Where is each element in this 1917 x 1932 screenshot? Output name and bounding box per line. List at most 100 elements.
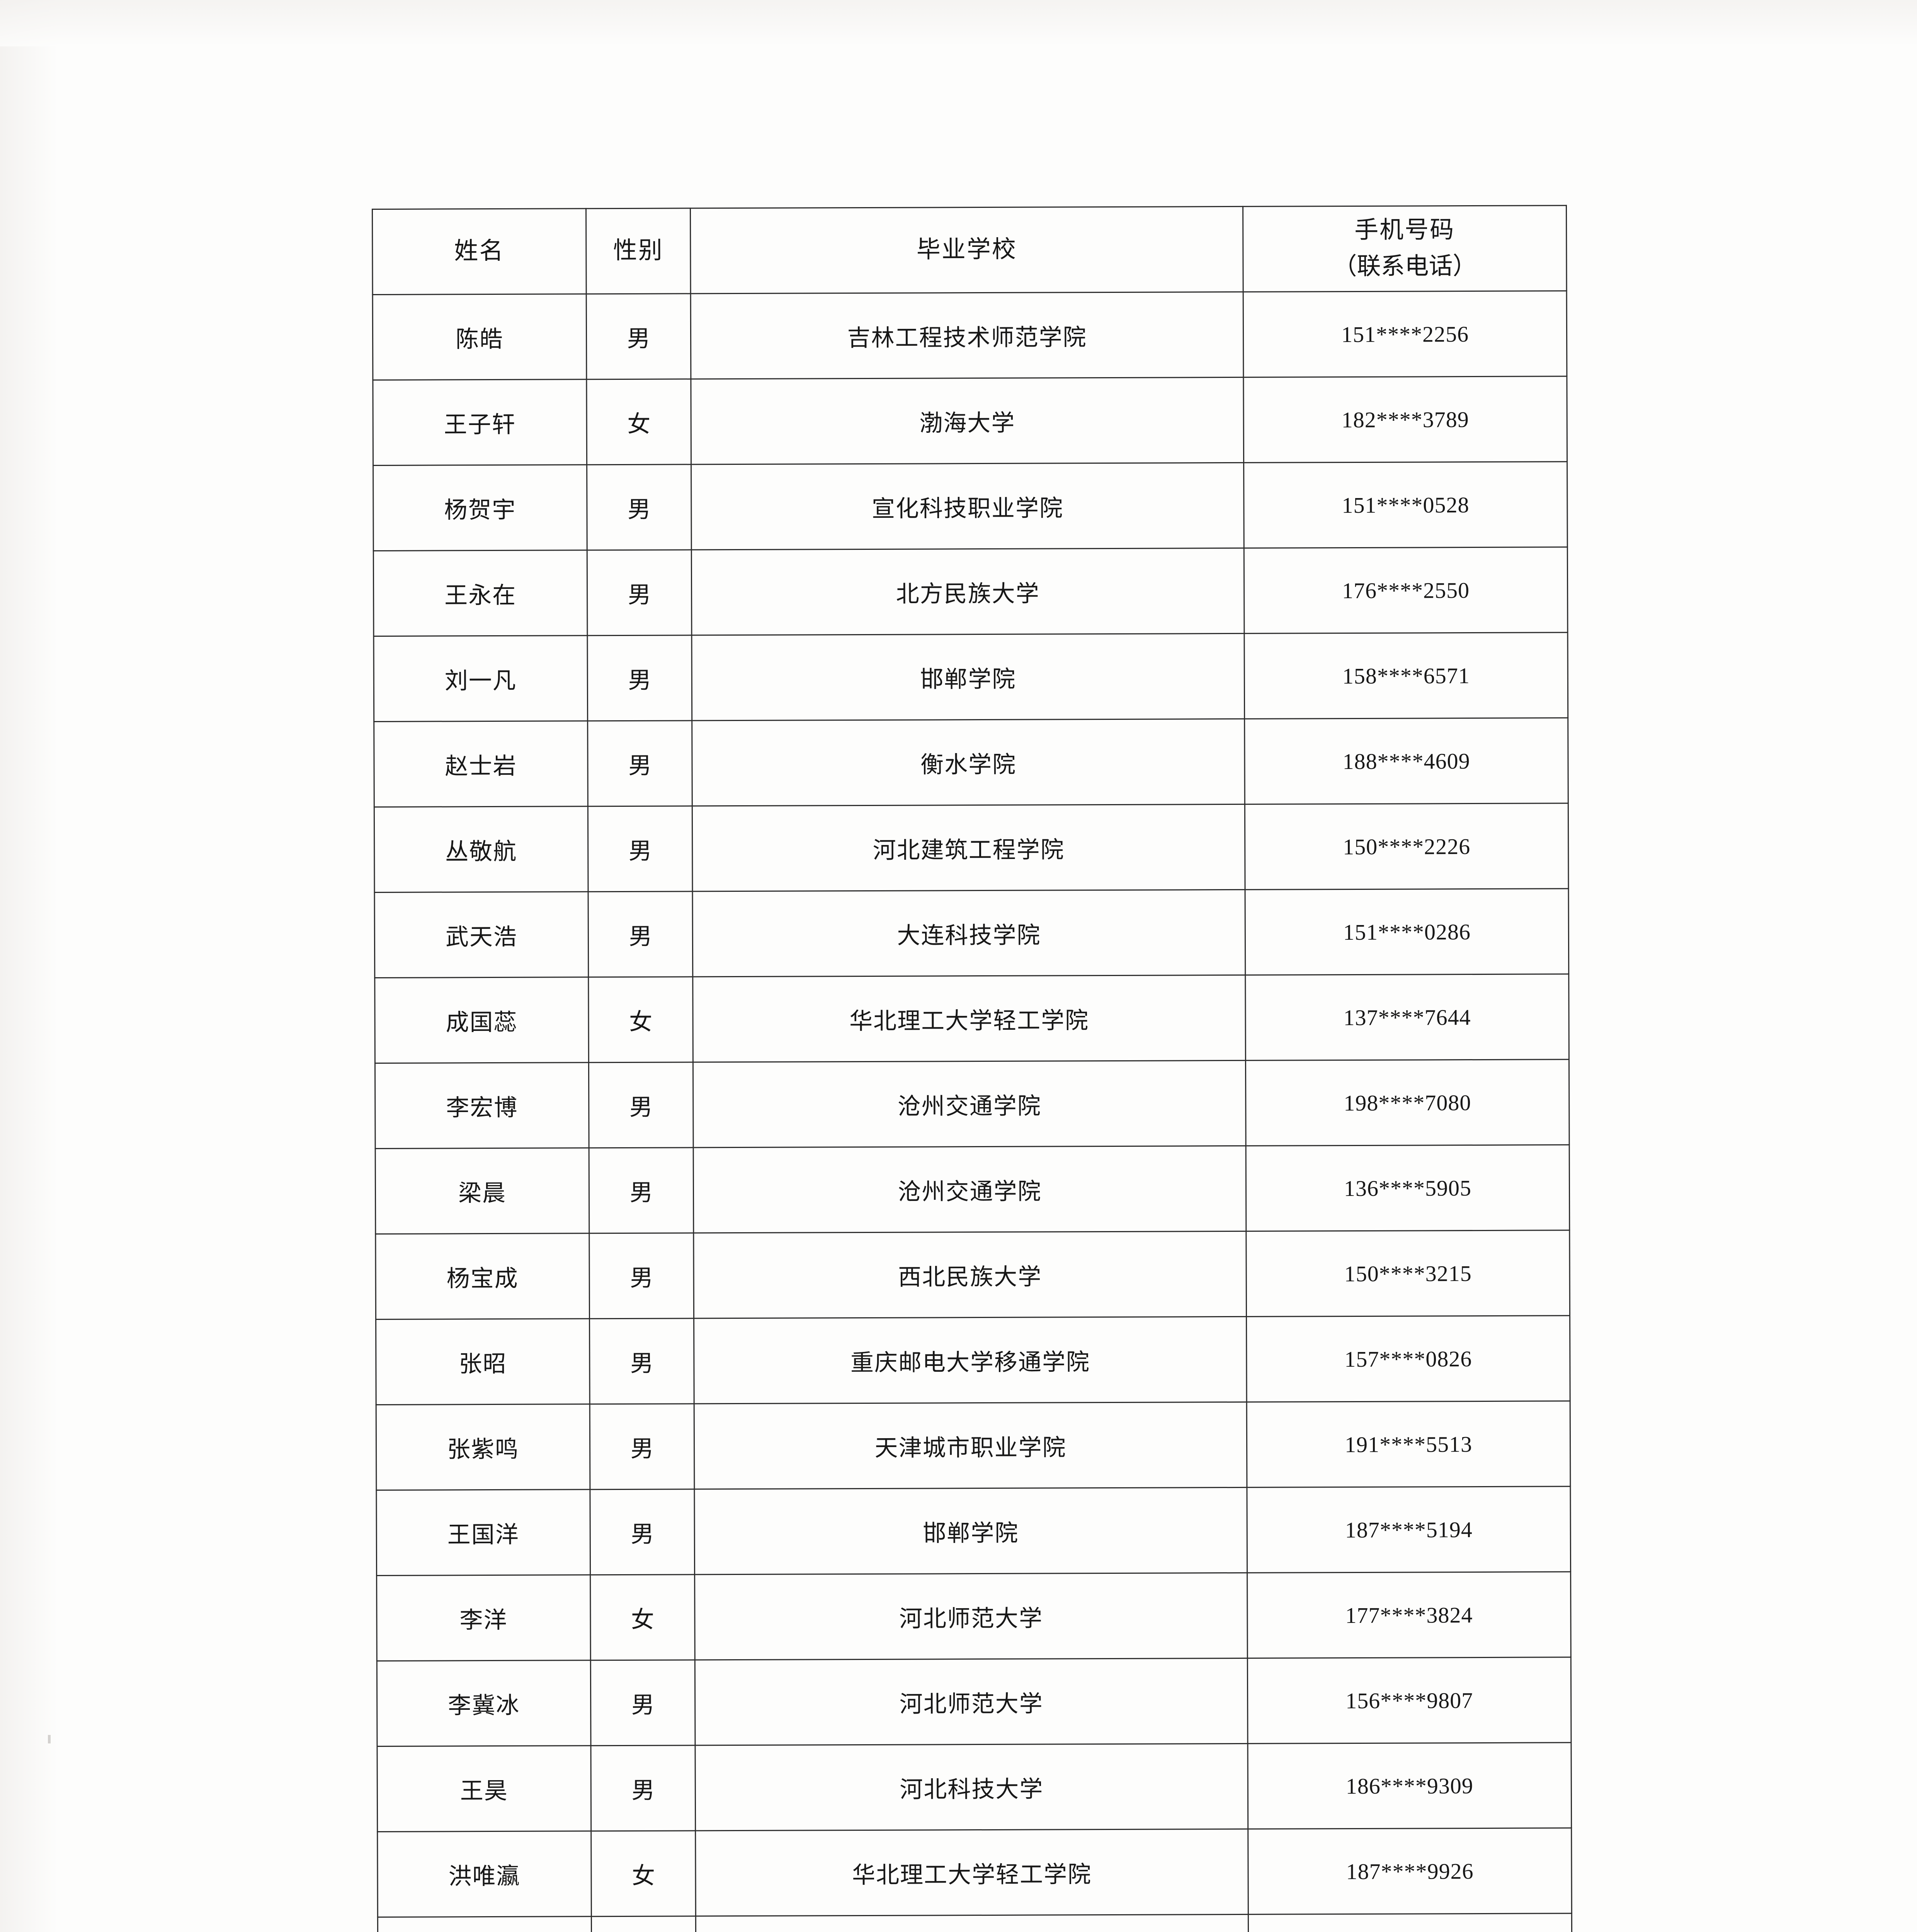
- scan-speck: [48, 1735, 51, 1743]
- roster-table: 姓名 性别 毕业学校 手机号码 （联系电话）: [372, 205, 1574, 1932]
- cell-name: 郭旭: [378, 1916, 592, 1932]
- cell-phone: 187****5194: [1247, 1486, 1571, 1573]
- table-row: 洪唯瀛女华北理工大学轻工学院 187****9926: [377, 1828, 1572, 1917]
- cell-gender: 男: [587, 635, 692, 721]
- table-row: 丛敬航男河北建筑工程学院 150****2226: [374, 803, 1569, 893]
- cell-gender: 男: [591, 1916, 696, 1932]
- cell-phone: 188****4609: [1244, 718, 1568, 804]
- cell-name: 武天浩: [374, 891, 589, 978]
- cell-gender: 女: [590, 1574, 695, 1660]
- cell-phone: 151****0528: [1243, 461, 1568, 548]
- cell-gender: 女: [586, 379, 691, 465]
- cell-gender: 男: [588, 891, 693, 977]
- cell-name: 李宏博: [375, 1062, 589, 1149]
- cell-gender: 男: [589, 1147, 694, 1233]
- cell-school: 河北师范大学: [694, 1573, 1248, 1660]
- cell-name: 李冀冰: [377, 1660, 591, 1747]
- cell-name: 成国蕊: [374, 977, 589, 1063]
- table-row: 李宏博男沧州交通学院 198****7080: [375, 1059, 1570, 1149]
- cell-gender: 男: [589, 1062, 694, 1148]
- table-row: 王永在男北方民族大学 176****2550: [373, 547, 1568, 636]
- column-header-phone-label: 手机号码: [1354, 217, 1455, 244]
- cell-school: 沧州交通学院: [693, 1060, 1246, 1148]
- cell-phone: 187****9926: [1248, 1828, 1572, 1915]
- cell-name: 赵士岩: [374, 721, 588, 807]
- cell-name: 洪唯瀛: [377, 1831, 592, 1917]
- cell-phone: 150****2226: [1245, 803, 1569, 890]
- cell-phone: 158****6571: [1244, 632, 1568, 719]
- cell-name: 杨宝成: [375, 1233, 590, 1320]
- table-row: 梁晨男沧州交通学院 136****5905: [375, 1145, 1570, 1234]
- header-row: 姓名 性别 毕业学校 手机号码 （联系电话）: [372, 205, 1567, 295]
- column-header-gender-label: 性别: [613, 237, 663, 264]
- cell-phone: 157****0826: [1246, 1315, 1570, 1402]
- cell-gender: 女: [588, 976, 693, 1063]
- cell-school: 邯郸学院: [691, 633, 1245, 721]
- cell-school: 河北科技大学: [695, 1743, 1248, 1831]
- table-row: 刘一凡男邯郸学院 158****6571: [373, 632, 1568, 722]
- roster-table-container: 姓名 性别 毕业学校 手机号码 （联系电话）: [372, 205, 1572, 1932]
- cell-school: 华北理工大学轻工学院: [695, 1829, 1249, 1916]
- table-row: 张紫鸣男天津城市职业学院 191****5513: [376, 1401, 1570, 1490]
- column-header-phone-stack: 手机号码 （联系电话）: [1243, 216, 1566, 282]
- cell-name: 王昊: [377, 1745, 591, 1832]
- cell-school: 北方民族大学: [691, 548, 1244, 635]
- column-header-gender: 性别: [586, 208, 691, 294]
- cell-name: 陈皓: [373, 294, 587, 380]
- cell-phone: 176****2550: [1244, 547, 1568, 634]
- cell-school: 邯郸学院: [694, 1487, 1247, 1575]
- cell-phone: 198****7080: [1245, 1059, 1570, 1146]
- scan-edge-shading-top: [0, 0, 1917, 46]
- cell-school: 衡水学院: [692, 719, 1245, 806]
- cell-school: 华北理工大学轻工学院: [692, 975, 1246, 1062]
- cell-school: 渤海大学: [691, 377, 1244, 464]
- column-header-name: 姓名: [372, 208, 587, 295]
- table-row: 李洋女河北师范大学 177****3824: [376, 1571, 1571, 1661]
- table-row: 王昊男河北科技大学 186****9309: [377, 1742, 1572, 1832]
- cell-name: 丛敬航: [374, 806, 589, 893]
- table-row: 陈皓男吉林工程技术师范学院 151****2256: [373, 291, 1567, 380]
- cell-name: 刘一凡: [373, 635, 588, 722]
- cell-name: 张紫鸣: [376, 1404, 590, 1490]
- cell-school: 沧州交通学院: [693, 1146, 1246, 1233]
- cell-gender: 男: [586, 293, 691, 379]
- cell-name: 杨贺宇: [373, 464, 587, 551]
- cell-school: 吉林工程技术师范学院: [691, 292, 1243, 379]
- table-row: 赵士岩男衡水学院 188****4609: [374, 718, 1568, 807]
- cell-gender: 男: [587, 464, 692, 550]
- cell-phone: 177****3824: [1247, 1571, 1571, 1658]
- cell-school: 河北东方学院: [696, 1914, 1249, 1932]
- cell-gender: 男: [589, 1318, 694, 1404]
- cell-phone: 136****5905: [1246, 1145, 1570, 1231]
- cell-gender: 男: [587, 549, 692, 636]
- cell-name: 王国洋: [376, 1489, 590, 1576]
- cell-gender: 女: [591, 1830, 696, 1917]
- cell-school: 天津城市职业学院: [694, 1402, 1247, 1489]
- cell-gender: 男: [590, 1660, 695, 1746]
- column-header-name-label: 姓名: [454, 238, 505, 265]
- cell-phone: 156****9807: [1247, 1657, 1571, 1744]
- cell-school: 宣化科技职业学院: [691, 463, 1244, 550]
- cell-phone: 150****3215: [1246, 1230, 1570, 1317]
- cell-phone: 191****5513: [1247, 1401, 1570, 1488]
- cell-phone: 182****3789: [1243, 376, 1567, 463]
- cell-name: 王永在: [373, 550, 587, 636]
- cell-school: 大连科技学院: [692, 889, 1245, 977]
- cell-phone: 173****9711: [1248, 1913, 1572, 1932]
- column-header-school: 毕业学校: [690, 206, 1243, 294]
- cell-school: 西北民族大学: [693, 1231, 1247, 1318]
- cell-gender: 男: [587, 720, 692, 806]
- cell-gender: 男: [590, 1489, 695, 1575]
- cell-gender: 男: [589, 1233, 694, 1319]
- table-row: 成国蕊女华北理工大学轻工学院 137****7644: [374, 974, 1569, 1063]
- table-row: 王国洋男邯郸学院 187****5194: [376, 1486, 1571, 1576]
- column-header-phone: 手机号码 （联系电话）: [1243, 205, 1567, 292]
- cell-name: 王子轩: [373, 379, 587, 466]
- cell-phone: 186****9309: [1247, 1742, 1572, 1829]
- table-row: 杨宝成男西北民族大学 150****3215: [375, 1230, 1570, 1320]
- table-header: 姓名 性别 毕业学校 手机号码 （联系电话）: [372, 205, 1567, 295]
- cell-name: 李洋: [376, 1575, 591, 1661]
- cell-gender: 男: [588, 806, 693, 892]
- table-row: 王子轩女渤海大学 182****3789: [373, 376, 1567, 466]
